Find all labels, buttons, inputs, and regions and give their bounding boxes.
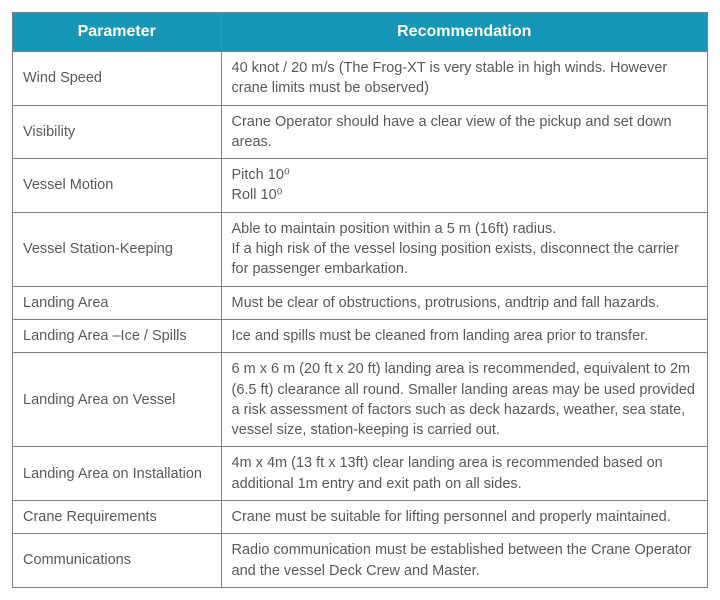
- cell-recommendation: Crane Operator should have a clear view …: [221, 105, 708, 159]
- header-recommendation: Recommendation: [221, 13, 708, 52]
- recommendations-table: Parameter Recommendation Wind Speed 40 k…: [12, 12, 708, 588]
- cell-recommendation: 6 m x 6 m (20 ft x 20 ft) landing area i…: [221, 353, 708, 447]
- cell-recommendation: 40 knot / 20 m/s (The Frog-XT is very st…: [221, 52, 708, 106]
- cell-recommendation: Radio communication must be established …: [221, 534, 708, 588]
- table-row: Crane Requirements Crane must be suitabl…: [13, 501, 708, 534]
- table-row: Landing Area –Ice / Spills Ice and spill…: [13, 319, 708, 352]
- table-row: Landing Area Must be clear of obstructio…: [13, 286, 708, 319]
- cell-parameter: Landing Area: [13, 286, 222, 319]
- table-header-row: Parameter Recommendation: [13, 13, 708, 52]
- cell-parameter: Wind Speed: [13, 52, 222, 106]
- header-parameter: Parameter: [13, 13, 222, 52]
- cell-parameter: Crane Requirements: [13, 501, 222, 534]
- table-row: Vessel Station-Keeping Able to maintain …: [13, 212, 708, 286]
- cell-parameter: Visibility: [13, 105, 222, 159]
- cell-parameter: Vessel Station-Keeping: [13, 212, 222, 286]
- table-body: Wind Speed 40 knot / 20 m/s (The Frog-XT…: [13, 52, 708, 588]
- table-row: Communications Radio communication must …: [13, 534, 708, 588]
- table-row: Visibility Crane Operator should have a …: [13, 105, 708, 159]
- cell-parameter: Landing Area –Ice / Spills: [13, 319, 222, 352]
- cell-recommendation: 4m x 4m (13 ft x 13ft) clear landing are…: [221, 447, 708, 501]
- table-row: Landing Area on Installation 4m x 4m (13…: [13, 447, 708, 501]
- cell-recommendation: Able to maintain position within a 5 m (…: [221, 212, 708, 286]
- cell-recommendation: Must be clear of obstructions, protrusio…: [221, 286, 708, 319]
- table-row: Landing Area on Vessel 6 m x 6 m (20 ft …: [13, 353, 708, 447]
- cell-parameter: Vessel Motion: [13, 159, 222, 213]
- cell-parameter: Landing Area on Vessel: [13, 353, 222, 447]
- cell-parameter: Communications: [13, 534, 222, 588]
- cell-recommendation: Crane must be suitable for lifting perso…: [221, 501, 708, 534]
- cell-recommendation: Pitch 10⁰Roll 10⁰: [221, 159, 708, 213]
- cell-parameter: Landing Area on Installation: [13, 447, 222, 501]
- cell-recommendation: Ice and spills must be cleaned from land…: [221, 319, 708, 352]
- table-row: Wind Speed 40 knot / 20 m/s (The Frog-XT…: [13, 52, 708, 106]
- table-row: Vessel Motion Pitch 10⁰Roll 10⁰: [13, 159, 708, 213]
